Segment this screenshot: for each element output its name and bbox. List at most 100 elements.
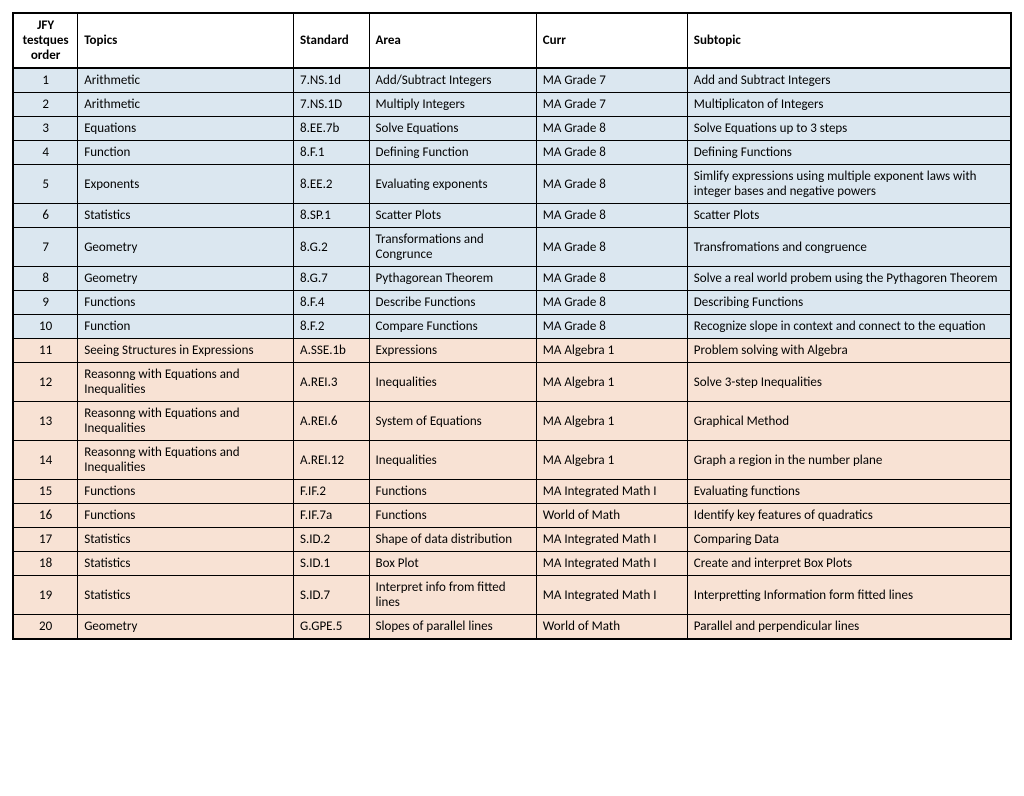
table-row: 8Geometry8.G.7Pythagorean TheoremMA Grad… bbox=[13, 267, 1011, 291]
cell-order: 14 bbox=[13, 441, 78, 480]
table-row: 18StatisticsS.ID.1Box PlotMA Integrated … bbox=[13, 552, 1011, 576]
cell-topics: Seeing Structures in Expressions bbox=[78, 339, 294, 363]
cell-order: 10 bbox=[13, 315, 78, 339]
table-row: 15FunctionsF.IF.2FunctionsMA Integrated … bbox=[13, 480, 1011, 504]
col-header-standard: Standard bbox=[294, 13, 370, 68]
cell-order: 12 bbox=[13, 363, 78, 402]
table-row: 17StatisticsS.ID.2Shape of data distribu… bbox=[13, 528, 1011, 552]
cell-standard: F.IF.2 bbox=[294, 480, 370, 504]
cell-area: Slopes of parallel lines bbox=[369, 615, 536, 640]
cell-area: Evaluating exponents bbox=[369, 165, 536, 204]
cell-area: Inequalities bbox=[369, 363, 536, 402]
cell-subtopic: Graphical Method bbox=[687, 402, 1011, 441]
cell-order: 6 bbox=[13, 204, 78, 228]
cell-order: 15 bbox=[13, 480, 78, 504]
cell-standard: S.ID.2 bbox=[294, 528, 370, 552]
cell-standard: 8.EE.7b bbox=[294, 117, 370, 141]
cell-curr: MA Grade 7 bbox=[536, 93, 687, 117]
cell-area: Solve Equations bbox=[369, 117, 536, 141]
cell-topics: Geometry bbox=[78, 228, 294, 267]
cell-subtopic: Evaluating functions bbox=[687, 480, 1011, 504]
cell-order: 19 bbox=[13, 576, 78, 615]
cell-curr: MA Algebra 1 bbox=[536, 339, 687, 363]
table-row: 16FunctionsF.IF.7aFunctionsWorld of Math… bbox=[13, 504, 1011, 528]
cell-subtopic: Recognize slope in context and connect t… bbox=[687, 315, 1011, 339]
cell-topics: Function bbox=[78, 315, 294, 339]
col-header-subtopic: Subtopic bbox=[687, 13, 1011, 68]
cell-topics: Reasonng with Equations and Inequalities bbox=[78, 363, 294, 402]
table-row: 19StatisticsS.ID.7Interpret info from fi… bbox=[13, 576, 1011, 615]
table-row: 1Arithmetic7.NS.1dAdd/Subtract IntegersM… bbox=[13, 68, 1011, 93]
cell-subtopic: Parallel and perpendicular lines bbox=[687, 615, 1011, 640]
cell-area: System of Equations bbox=[369, 402, 536, 441]
cell-order: 11 bbox=[13, 339, 78, 363]
table-row: 9 Functions8.F.4Describe FunctionsMA Gra… bbox=[13, 291, 1011, 315]
cell-standard: 7.NS.1d bbox=[294, 68, 370, 93]
cell-area: Functions bbox=[369, 480, 536, 504]
cell-area: Functions bbox=[369, 504, 536, 528]
cell-standard: 8.G.7 bbox=[294, 267, 370, 291]
table-row: 20GeometryG.GPE.5Slopes of parallel line… bbox=[13, 615, 1011, 640]
cell-standard: S.ID.1 bbox=[294, 552, 370, 576]
cell-subtopic: Identify key features of quadratics bbox=[687, 504, 1011, 528]
cell-standard: 8.G.2 bbox=[294, 228, 370, 267]
cell-order: 8 bbox=[13, 267, 78, 291]
col-header-curr: Curr bbox=[536, 13, 687, 68]
cell-subtopic: Multiplicaton of Integers bbox=[687, 93, 1011, 117]
cell-curr: World of Math bbox=[536, 615, 687, 640]
cell-curr: MA Integrated Math I bbox=[536, 552, 687, 576]
cell-order: 16 bbox=[13, 504, 78, 528]
col-header-order: JFY testques order bbox=[13, 13, 78, 68]
cell-topics: Reasonng with Equations and Inequalities bbox=[78, 402, 294, 441]
cell-topics: Geometry bbox=[78, 267, 294, 291]
cell-subtopic: Solve Equations up to 3 steps bbox=[687, 117, 1011, 141]
cell-topics: Exponents bbox=[78, 165, 294, 204]
cell-topics: Reasonng with Equations and Inequalities bbox=[78, 441, 294, 480]
cell-standard: A.SSE.1b bbox=[294, 339, 370, 363]
cell-standard: A.REI.6 bbox=[294, 402, 370, 441]
cell-standard: 8.F.2 bbox=[294, 315, 370, 339]
cell-topics: Geometry bbox=[78, 615, 294, 640]
table-row: 12Reasonng with Equations and Inequaliti… bbox=[13, 363, 1011, 402]
cell-curr: World of Math bbox=[536, 504, 687, 528]
cell-subtopic: Solve a real world probem using the Pyth… bbox=[687, 267, 1011, 291]
cell-subtopic: Comparing Data bbox=[687, 528, 1011, 552]
col-header-area: Area bbox=[369, 13, 536, 68]
cell-order: 4 bbox=[13, 141, 78, 165]
cell-subtopic: Graph a region in the number plane bbox=[687, 441, 1011, 480]
cell-standard: A.REI.12 bbox=[294, 441, 370, 480]
cell-subtopic: Transfromations and congruence bbox=[687, 228, 1011, 267]
cell-curr: MA Grade 8 bbox=[536, 291, 687, 315]
cell-subtopic: Add and Subtract Integers bbox=[687, 68, 1011, 93]
cell-standard: 8.EE.2 bbox=[294, 165, 370, 204]
cell-area: Transformations and Congrunce bbox=[369, 228, 536, 267]
table-row: 5Exponents8.EE.2Evaluating exponentsMA G… bbox=[13, 165, 1011, 204]
cell-topics: Functions bbox=[78, 480, 294, 504]
cell-area: Compare Functions bbox=[369, 315, 536, 339]
cell-order: 13 bbox=[13, 402, 78, 441]
cell-topics: Statistics bbox=[78, 528, 294, 552]
cell-order: 18 bbox=[13, 552, 78, 576]
cell-topics: Arithmetic bbox=[78, 93, 294, 117]
cell-curr: MA Algebra 1 bbox=[536, 441, 687, 480]
cell-subtopic: Create and interpret Box Plots bbox=[687, 552, 1011, 576]
table-row: 4Function8.F.1Defining FunctionMA Grade … bbox=[13, 141, 1011, 165]
cell-area: Expressions bbox=[369, 339, 536, 363]
cell-topics: Functions bbox=[78, 291, 294, 315]
cell-subtopic: Scatter Plots bbox=[687, 204, 1011, 228]
cell-subtopic: Simlify expressions using multiple expon… bbox=[687, 165, 1011, 204]
cell-curr: MA Integrated Math I bbox=[536, 576, 687, 615]
cell-order: 17 bbox=[13, 528, 78, 552]
cell-order: 2 bbox=[13, 93, 78, 117]
cell-area: Scatter Plots bbox=[369, 204, 536, 228]
cell-area: Add/Subtract Integers bbox=[369, 68, 536, 93]
cell-topics: Statistics bbox=[78, 576, 294, 615]
cell-topics: Function bbox=[78, 141, 294, 165]
cell-topics: Functions bbox=[78, 504, 294, 528]
table-row: 2Arithmetic7.NS.1DMultiply IntegersMA Gr… bbox=[13, 93, 1011, 117]
cell-standard: 8.SP.1 bbox=[294, 204, 370, 228]
cell-order: 1 bbox=[13, 68, 78, 93]
cell-subtopic: Defining Functions bbox=[687, 141, 1011, 165]
cell-subtopic: Interpretting Information form fitted li… bbox=[687, 576, 1011, 615]
cell-curr: MA Algebra 1 bbox=[536, 363, 687, 402]
